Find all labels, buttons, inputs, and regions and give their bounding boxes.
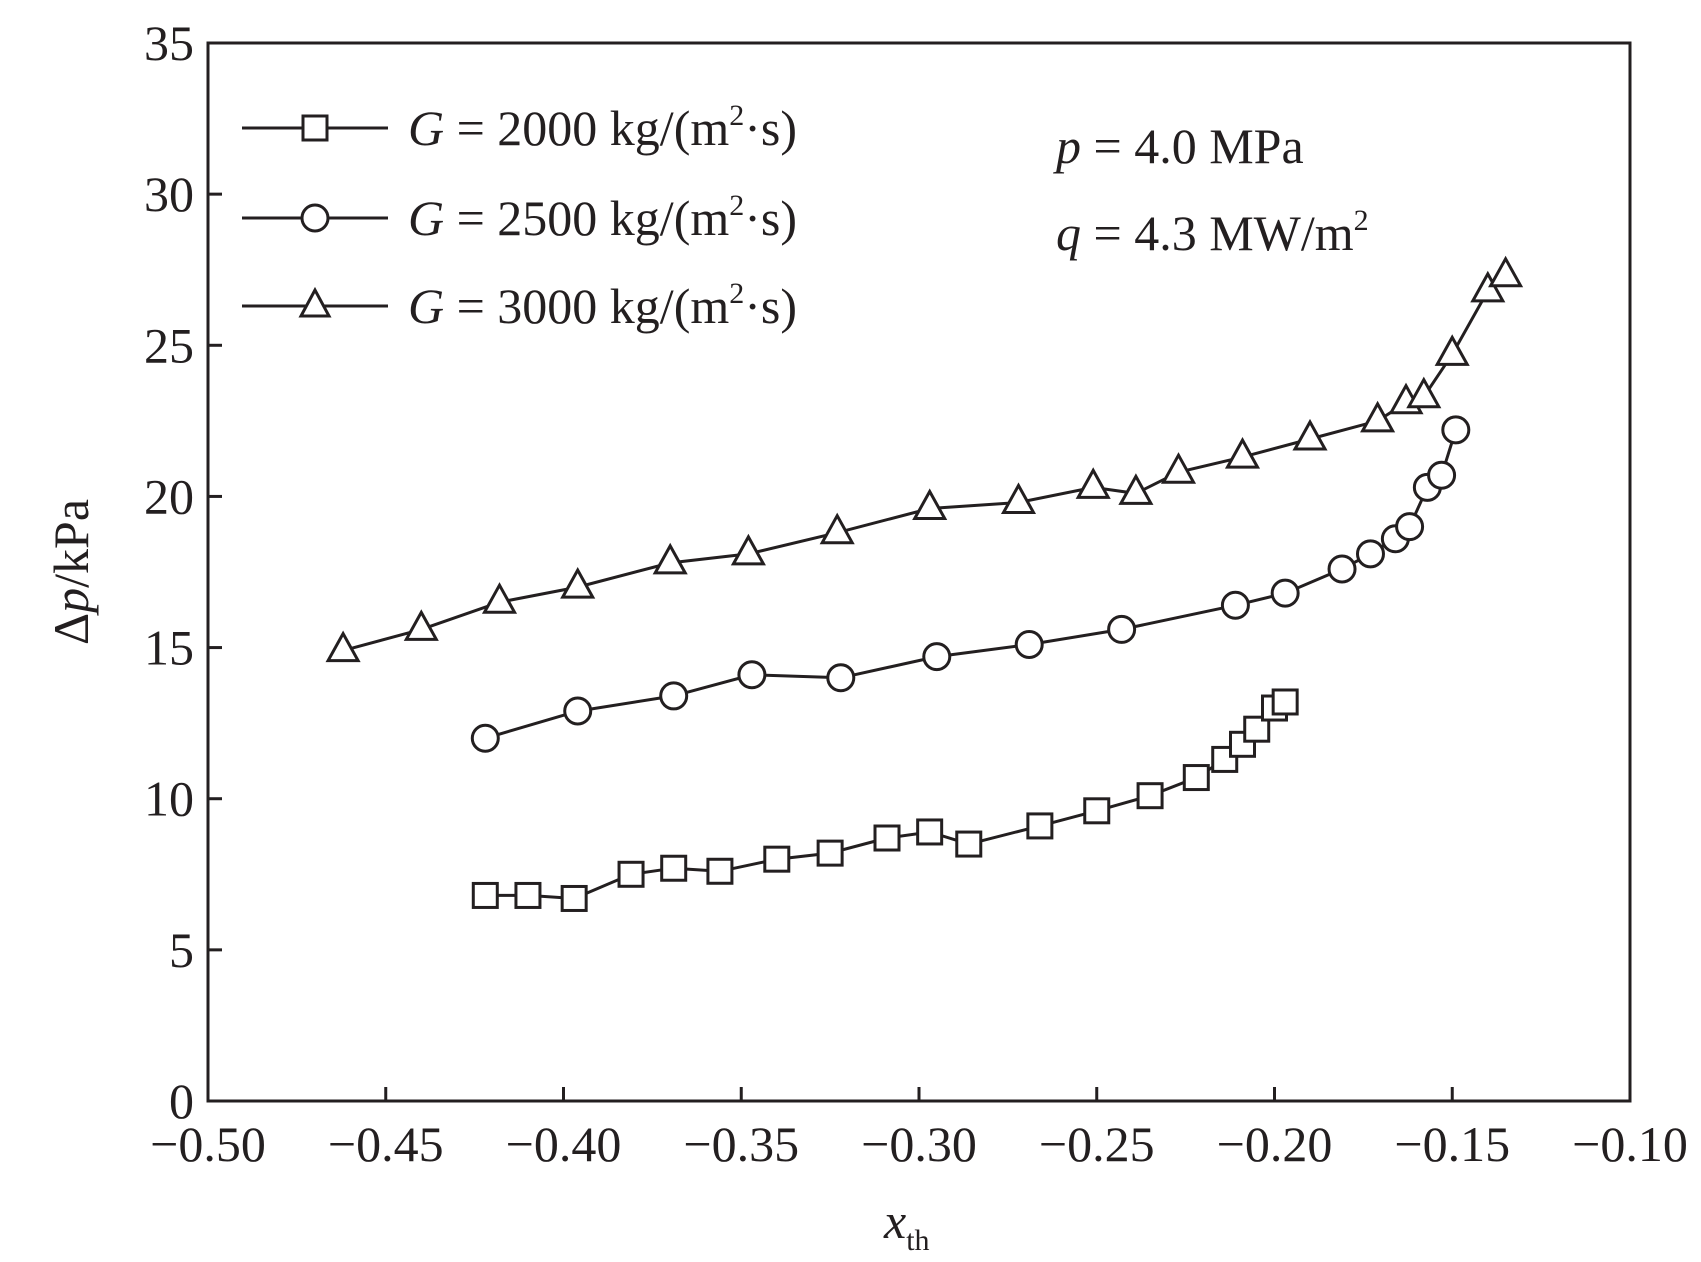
data-point-triangle	[1224, 437, 1261, 469]
data-point-triangle	[1075, 467, 1111, 499]
y-tick-label: 0	[169, 1073, 194, 1129]
data-point-circle	[659, 681, 689, 711]
data-point-triangle	[1360, 400, 1396, 433]
data-point-square	[763, 845, 791, 873]
legend-label-2: G = 2500 kg/(m2·s)	[408, 189, 797, 246]
series-triangle	[325, 255, 1524, 663]
x-tick-label: −0.20	[1217, 1116, 1333, 1172]
data-point-square	[514, 881, 542, 909]
data-point-circle	[737, 660, 767, 690]
x-tick-label: −0.40	[506, 1116, 622, 1172]
data-point-circle	[1107, 614, 1137, 644]
data-point-circle	[1220, 590, 1250, 620]
data-point-triangle	[819, 512, 855, 545]
legend-entry-3: G = 3000 kg/(m2·s)	[242, 277, 797, 334]
data-point-circle	[1014, 630, 1044, 660]
data-point-triangle	[1434, 334, 1470, 366]
x-tick-label: −0.35	[683, 1116, 799, 1172]
data-point-square	[1182, 764, 1210, 792]
data-point-circle	[470, 723, 500, 753]
data-point-circle	[1395, 512, 1425, 542]
x-tick-label: −0.45	[328, 1116, 444, 1172]
data-point-square	[873, 824, 901, 852]
data-point-triangle	[560, 567, 596, 599]
y-tick-label: 25	[144, 317, 194, 373]
data-point-triangle	[1118, 473, 1154, 505]
y-tick-label: 5	[169, 922, 194, 978]
data-point-circle	[826, 663, 856, 693]
series-circle	[470, 415, 1471, 753]
data-point-square	[706, 857, 734, 885]
y-tick-label: 10	[144, 771, 194, 827]
data-point-square	[1083, 797, 1111, 825]
data-point-triangle	[1160, 452, 1197, 484]
y-tick-label: 30	[144, 166, 194, 222]
data-point-triangle	[1488, 255, 1524, 288]
data-point-triangle	[652, 542, 688, 575]
data-point-square	[471, 881, 499, 909]
x-axis-title: xth	[883, 1193, 930, 1257]
data-point-circle	[1270, 578, 1300, 608]
y-tick-label: 15	[144, 620, 194, 676]
pressure-annotation: p = 4.0 MPa	[1053, 118, 1304, 174]
series-square	[471, 688, 1299, 912]
data-point-square	[560, 884, 588, 912]
data-point-triangle	[403, 609, 439, 641]
data-point-square	[1271, 688, 1299, 716]
data-point-square	[916, 818, 944, 846]
series-line-2	[484, 429, 1458, 740]
x-tick-label: −0.25	[1039, 1116, 1155, 1172]
series-layer	[325, 255, 1524, 912]
data-point-triangle	[1292, 418, 1328, 451]
x-tick-label: −0.10	[1572, 1116, 1688, 1172]
data-point-triangle	[730, 533, 766, 566]
data-point-triangle	[325, 630, 361, 663]
legend-circle-marker	[300, 203, 330, 233]
data-point-triangle	[481, 582, 518, 614]
series-line-1	[485, 700, 1286, 901]
data-point-triangle	[912, 488, 948, 520]
data-point-triangle	[1000, 482, 1037, 514]
data-point-square	[1026, 812, 1054, 840]
x-tick-label: −0.50	[150, 1116, 266, 1172]
data-point-triangle	[1470, 270, 1506, 303]
x-tick-label: −0.15	[1394, 1116, 1510, 1172]
data-point-square	[660, 854, 688, 882]
data-point-circle	[1327, 554, 1357, 584]
y-axis-title: Δp/kPa	[43, 499, 99, 645]
data-point-circle	[1355, 539, 1385, 569]
data-point-square	[617, 860, 645, 888]
heat-flux-annotation: q = 4.3 MW/m2	[1056, 204, 1369, 261]
legend-square-marker	[301, 114, 329, 142]
y-axis: 0 5 10 15 20 25 30 35	[144, 15, 222, 1129]
x-axis: −0.50 −0.45 −0.40 −0.35 −0.30 −0.25 −0.20 −0.15…	[150, 1087, 1688, 1172]
data-point-circle	[1427, 460, 1457, 490]
data-point-square	[816, 839, 844, 867]
data-point-square	[1136, 782, 1164, 810]
legend-label-1: G = 2000 kg/(m2·s)	[408, 99, 797, 156]
data-point-square	[955, 830, 983, 858]
data-point-circle	[1441, 415, 1471, 445]
legend-triangle-marker	[298, 286, 332, 318]
y-tick-label: 20	[144, 468, 194, 524]
data-point-circle	[563, 696, 593, 726]
legend-entry-1: G = 2000 kg/(m2·s)	[242, 99, 797, 156]
data-point-circle	[922, 642, 952, 672]
legend-entry-2: G = 2500 kg/(m2·s)	[242, 189, 797, 246]
data-point-triangle	[1406, 376, 1442, 409]
legend: G = 2000 kg/(m2·s) G = 2500 kg/(m2·s) G …	[242, 99, 797, 334]
x-tick-label: −0.30	[861, 1116, 977, 1172]
legend-label-3: G = 3000 kg/(m2·s)	[408, 277, 797, 334]
y-tick-label: 35	[144, 15, 194, 71]
